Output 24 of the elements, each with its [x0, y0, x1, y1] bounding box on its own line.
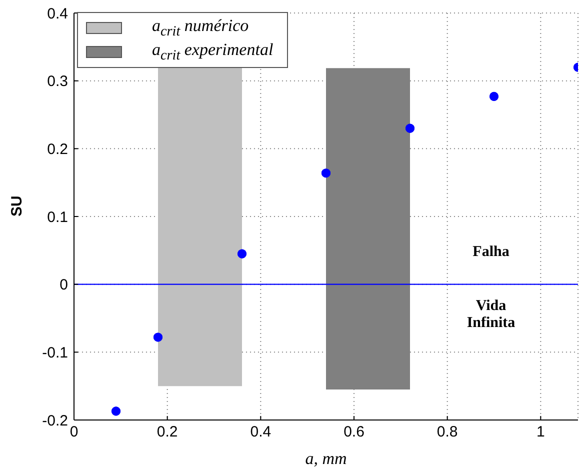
x-tick-label: 0.2	[156, 424, 178, 441]
point	[237, 249, 247, 258]
legend-label: a$_{crit}$ experimental	[152, 40, 274, 64]
annotation: Vida Infinita	[466, 298, 516, 332]
point	[405, 124, 415, 133]
y-tick-label: -0.2	[42, 412, 68, 430]
x-tick-label: 1	[536, 424, 545, 441]
x-axis-title: a, mm	[305, 449, 347, 468]
y-tick-label: 0.2	[47, 140, 68, 158]
y-axis-title: SU	[8, 196, 26, 216]
point	[489, 92, 499, 101]
y-tick-label: 0.1	[47, 208, 68, 226]
y-tick-label: -0.1	[42, 344, 68, 362]
x-tick-label: 0.8	[436, 424, 458, 441]
x-tick-label: 0.4	[250, 424, 272, 441]
annotation: Falha	[472, 244, 510, 261]
y-tick-label: 0.4	[47, 5, 68, 22]
point	[321, 168, 331, 178]
point	[153, 332, 163, 342]
x-tick-label: 0.6	[344, 424, 364, 441]
y-tick-label: 0.3	[47, 73, 68, 90]
legend-label: a$_{crit}$ numérico	[152, 16, 249, 40]
point	[111, 406, 121, 416]
y-tick-label: 0	[60, 276, 68, 294]
